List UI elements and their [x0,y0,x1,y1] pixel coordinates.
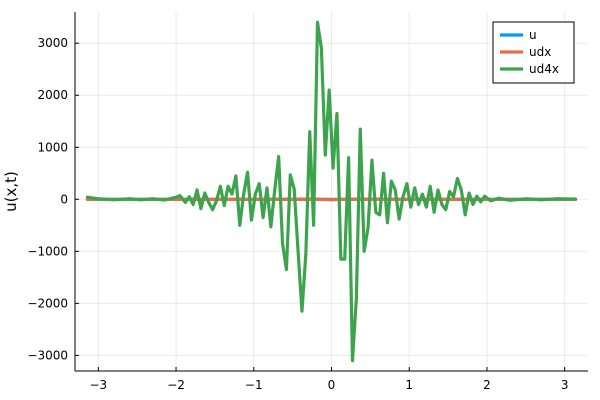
legend-label-u: u [529,28,537,42]
x-tick-label: 3 [561,378,569,392]
y-tick-label: 3000 [37,36,68,50]
axes [74,12,588,372]
y-axis-label: u(x,t) [2,171,20,212]
y-tick-label: 0 [60,192,68,206]
tick-labels: −3 −2 −1 0 1 2 3 −3000 −2000 −1000 0 1000 2000 3000 [27,36,568,392]
x-tick-label: −3 [89,378,107,392]
y-tick-label: −1000 [27,244,68,258]
legend-label-udx: udx [529,45,551,59]
x-tick-label: 0 [328,378,336,392]
legend-label-ud4x: ud4x [529,62,559,76]
y-tick-label: 2000 [37,88,68,102]
x-tick-label: 1 [405,378,413,392]
x-tick-label: −2 [167,378,185,392]
legend: u udx ud4x [492,21,575,84]
y-tick-label: −3000 [27,348,68,362]
y-tick-label: −2000 [27,296,68,310]
y-tick-label: 1000 [37,140,68,154]
series-line-ud4x [85,20,578,363]
x-tick-label: −1 [245,378,263,392]
series-layer [85,20,578,363]
x-tick-label: 2 [483,378,491,392]
